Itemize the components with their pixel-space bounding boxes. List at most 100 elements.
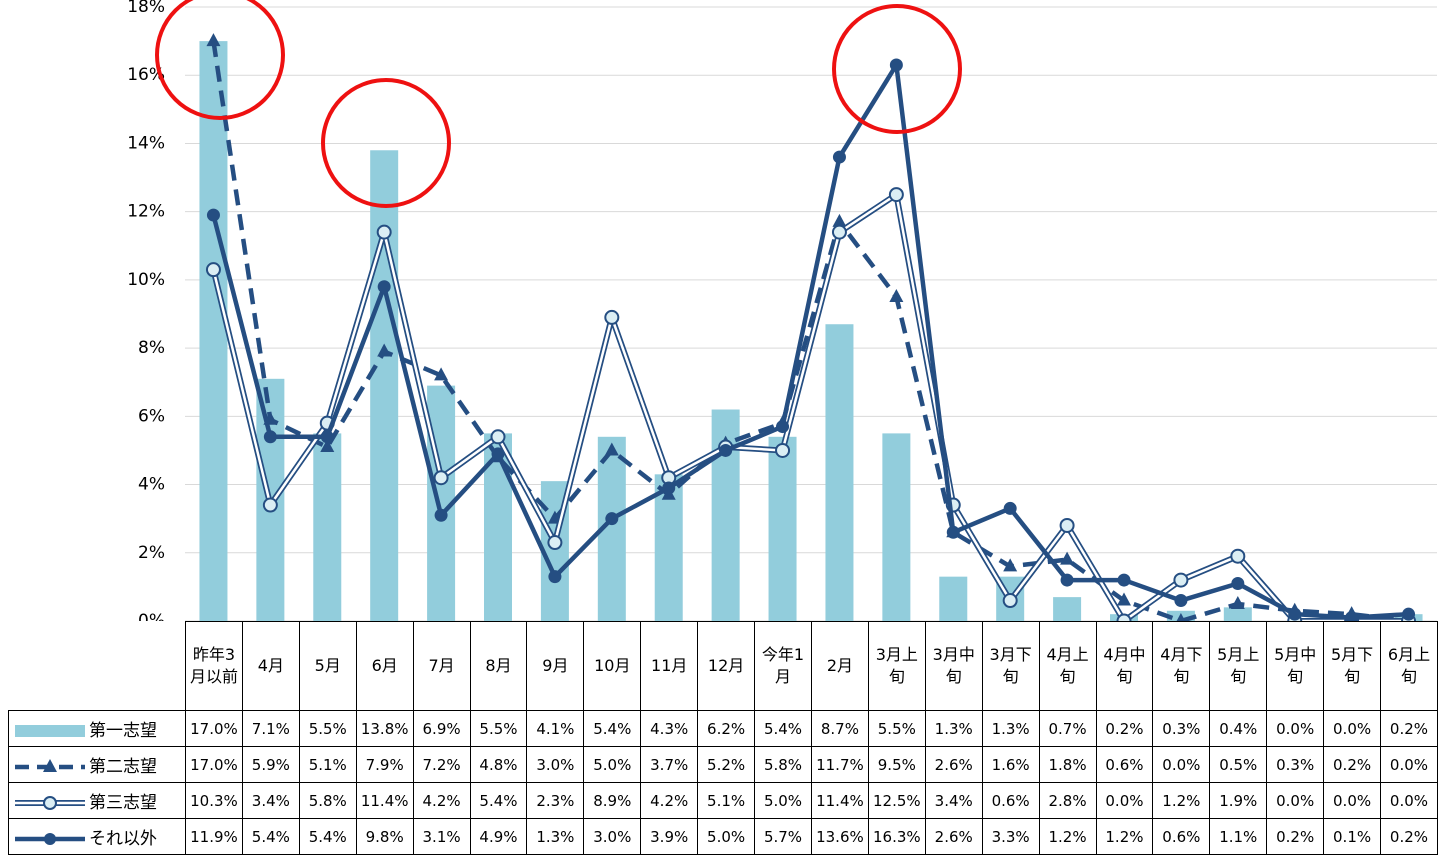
data-label: 4.9% bbox=[469, 818, 528, 855]
marker bbox=[605, 512, 619, 526]
data-label: 0.2% bbox=[1380, 710, 1438, 747]
marker bbox=[262, 497, 278, 513]
data-label: 5.1% bbox=[298, 746, 357, 783]
data-label: 0.6% bbox=[1152, 818, 1211, 855]
data-label: 4.8% bbox=[469, 746, 528, 783]
x-tick-label: 6月上旬 bbox=[1380, 621, 1438, 711]
data-label: 0.0% bbox=[1095, 782, 1154, 819]
data-label: 0.2% bbox=[1323, 746, 1382, 783]
y-tick-label: 2% bbox=[138, 543, 165, 563]
data-label: 5.4% bbox=[754, 710, 812, 747]
x-tick-label: 4月下旬 bbox=[1152, 621, 1211, 711]
marker bbox=[888, 187, 904, 203]
data-label: 3.9% bbox=[640, 818, 699, 855]
marker bbox=[1116, 613, 1132, 621]
bar bbox=[370, 150, 399, 621]
marker bbox=[434, 367, 449, 381]
marker bbox=[1176, 613, 1186, 621]
marker bbox=[548, 570, 562, 584]
data-label: 5.2% bbox=[697, 746, 756, 783]
x-tick-label: 4月中旬 bbox=[1095, 621, 1154, 711]
marker bbox=[205, 262, 221, 278]
data-label: 17.0% bbox=[185, 746, 243, 783]
marker bbox=[1288, 607, 1302, 621]
x-tick-label: 10月 bbox=[583, 621, 642, 711]
data-label: 9.8% bbox=[355, 818, 414, 855]
data-label: 11.7% bbox=[810, 746, 869, 783]
data-label: 10.3% bbox=[185, 782, 243, 819]
marker bbox=[1060, 551, 1075, 565]
legend-swatch bbox=[15, 725, 85, 737]
marker bbox=[1117, 573, 1131, 587]
line bbox=[211, 62, 1409, 620]
annotation-circle bbox=[321, 78, 451, 208]
data-label: 0.0% bbox=[1323, 782, 1382, 819]
x-tick-label: 3月中旬 bbox=[924, 621, 983, 711]
data-label: 2.6% bbox=[924, 746, 983, 783]
marker bbox=[832, 150, 846, 164]
y-tick-label: 12% bbox=[127, 202, 165, 222]
marker bbox=[320, 430, 334, 444]
data-label: 0.4% bbox=[1209, 710, 1268, 747]
data-label: 0.2% bbox=[1380, 818, 1438, 855]
chart: 0% 2% 4% 6% 8% 10% 12% 14% 16% 18% bbox=[127, 0, 1437, 621]
data-label: 0.1% bbox=[1323, 818, 1382, 855]
data-label: 1.8% bbox=[1038, 746, 1097, 783]
x-tick-label: 4月 bbox=[241, 621, 300, 711]
y-tick-label: 6% bbox=[138, 406, 165, 426]
legend-label: それ以外 bbox=[89, 829, 157, 849]
marker bbox=[377, 343, 392, 357]
marker bbox=[1060, 573, 1074, 587]
data-label: 17.0% bbox=[185, 710, 243, 747]
data-label: 5.8% bbox=[298, 782, 357, 819]
marker bbox=[1002, 593, 1018, 609]
data-label: 5.0% bbox=[754, 782, 812, 819]
bar bbox=[313, 433, 342, 621]
x-tick-label: 7月 bbox=[412, 621, 471, 711]
data-label: 1.9% bbox=[1209, 782, 1268, 819]
data-label: 0.0% bbox=[1152, 746, 1211, 783]
data-label: 0.2% bbox=[1266, 818, 1325, 855]
data-label: 3.4% bbox=[924, 782, 983, 819]
data-label: 7.9% bbox=[355, 746, 414, 783]
legend-marker bbox=[44, 833, 56, 845]
legend-key bbox=[15, 833, 85, 845]
data-label: 11.4% bbox=[810, 782, 869, 819]
line-inner bbox=[212, 193, 1409, 621]
data-label: 5.8% bbox=[754, 746, 812, 783]
x-tick-label: 今年1月 bbox=[754, 621, 812, 711]
marker bbox=[490, 429, 506, 445]
data-label: 0.0% bbox=[1266, 710, 1325, 747]
marker bbox=[719, 443, 733, 457]
legend-marker bbox=[43, 759, 57, 772]
data-label: 16.3% bbox=[867, 818, 926, 855]
data-label: 6.9% bbox=[412, 710, 471, 747]
data-label: 11.4% bbox=[355, 782, 414, 819]
data-label: 5.0% bbox=[697, 818, 756, 855]
data-label: 2.6% bbox=[924, 818, 983, 855]
data-label: 0.0% bbox=[1266, 782, 1325, 819]
legend-entry: 第三志望 bbox=[8, 782, 186, 819]
data-label: 1.6% bbox=[981, 746, 1040, 783]
x-tick-label: 4月上旬 bbox=[1038, 621, 1097, 711]
legend-key bbox=[15, 759, 85, 772]
legend-key bbox=[15, 725, 85, 737]
legend-key bbox=[15, 796, 85, 810]
data-label: 1.2% bbox=[1095, 818, 1154, 855]
data-label: 2.8% bbox=[1038, 782, 1097, 819]
data-label: 5.0% bbox=[583, 746, 642, 783]
series-row: それ以外 11.9% 5.4% 5.4% 9.8% 3.1% 4.9% 1.3% 3.0% 3.9… bbox=[8, 818, 1438, 855]
bar bbox=[1053, 597, 1082, 621]
data-label: 0.6% bbox=[1095, 746, 1154, 783]
data-label: 3.0% bbox=[526, 746, 585, 783]
data-label: 5.5% bbox=[298, 710, 357, 747]
data-label: 13.6% bbox=[810, 818, 869, 855]
data-label: 7.2% bbox=[412, 746, 471, 783]
data-label: 4.2% bbox=[640, 782, 699, 819]
data-label: 8.7% bbox=[810, 710, 869, 747]
y-tick-label: 4% bbox=[138, 475, 165, 495]
marker bbox=[1173, 572, 1189, 588]
data-label: 1.1% bbox=[1209, 818, 1268, 855]
data-label: 5.4% bbox=[298, 818, 357, 855]
